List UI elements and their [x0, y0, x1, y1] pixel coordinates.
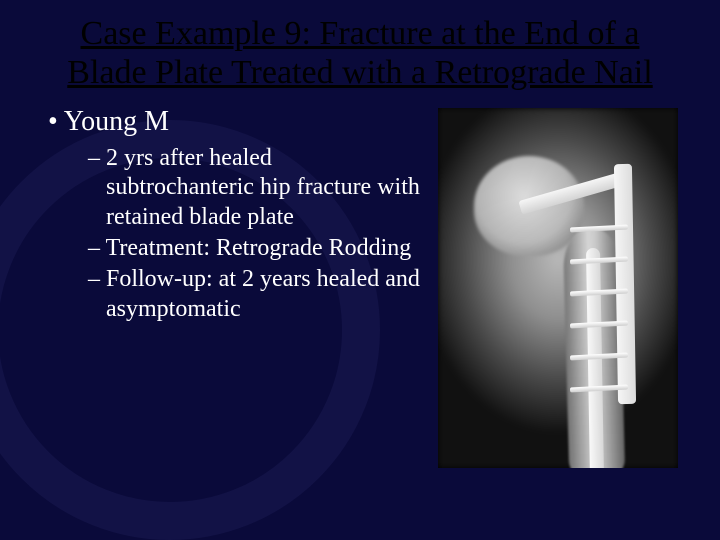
- sub-bullet-item: 2 yrs after healed subtrochanteric hip f…: [88, 144, 420, 232]
- sub-bullet-item: Treatment: Retrograde Rodding: [88, 234, 420, 263]
- bullet-level1: Young M: [48, 106, 420, 138]
- xray-image: [438, 108, 678, 468]
- slide-title: Case Example 9: Fracture at the End of a…: [60, 14, 660, 92]
- content-row: Young M 2 yrs after healed subtrochanter…: [40, 102, 680, 468]
- text-column: Young M 2 yrs after healed subtrochanter…: [40, 102, 420, 326]
- xray-soft-tissue: [438, 108, 678, 468]
- sub-bullet-item: Follow-up: at 2 years healed and asympto…: [88, 265, 420, 324]
- slide-container: Case Example 9: Fracture at the End of a…: [0, 0, 720, 540]
- sub-bullet-list: 2 yrs after healed subtrochanteric hip f…: [88, 144, 420, 324]
